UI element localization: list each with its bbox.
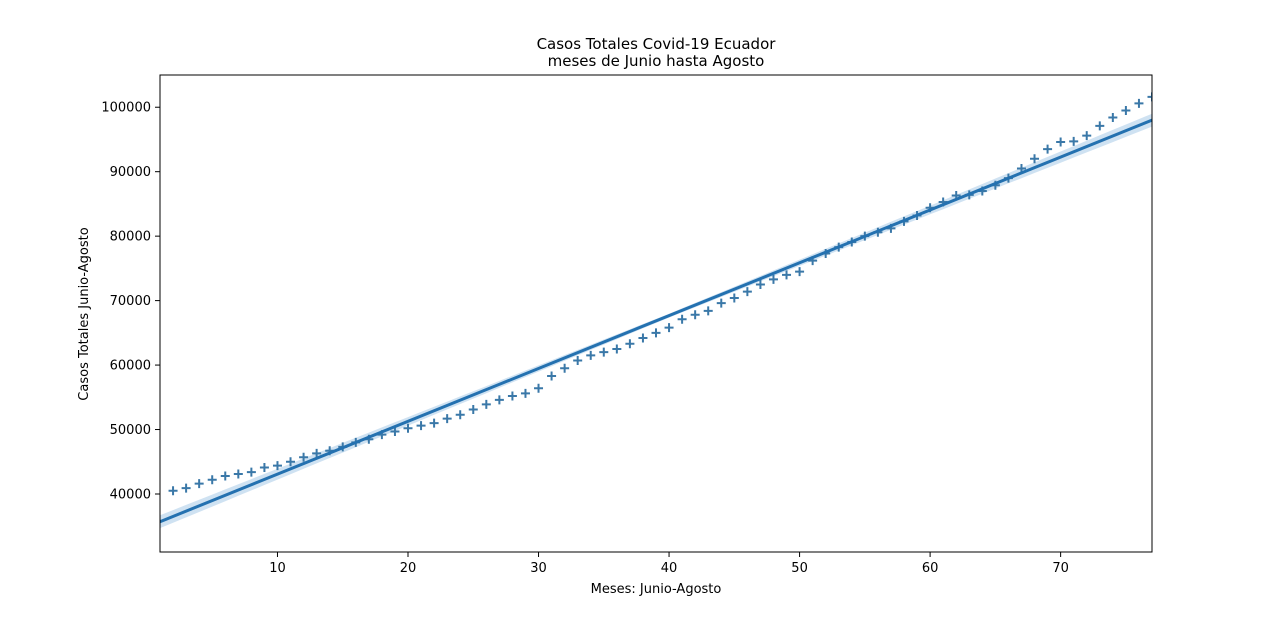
data-point: [1030, 154, 1040, 164]
data-point: [455, 410, 465, 420]
data-point: [246, 467, 256, 477]
x-tick-label: 60: [922, 561, 939, 576]
y-axis-label: Casos Totales Junio-Agosto: [77, 227, 92, 400]
plot-area: 10 20 30 40 50 60 70 40000 50000 60000 70000 80000 9…: [101, 74, 1153, 576]
data-point: [312, 448, 322, 458]
data-point: [272, 461, 282, 471]
data-point: [560, 363, 570, 373]
data-point: [259, 463, 269, 473]
data-point: [755, 279, 765, 289]
data-point: [651, 328, 661, 338]
data-point: [547, 371, 557, 381]
data-point: [1069, 136, 1079, 146]
data-point: [507, 391, 517, 401]
x-tick-label: 10: [269, 561, 286, 576]
data-point: [468, 405, 478, 415]
data-point: [586, 350, 596, 360]
x-axis-label: Meses: Junio-Agosto: [591, 582, 722, 597]
data-point: [429, 418, 439, 428]
data-point: [612, 344, 622, 354]
data-point: [729, 293, 739, 303]
data-point: [782, 270, 792, 280]
data-point: [1095, 121, 1105, 131]
data-point: [677, 314, 687, 324]
y-tick-label: 60000: [110, 359, 151, 374]
y-tick-label: 90000: [110, 165, 151, 180]
data-point: [442, 414, 452, 424]
data-point: [168, 486, 178, 496]
y-tick-label: 70000: [110, 294, 151, 309]
data-point: [520, 388, 530, 398]
data-point: [1082, 131, 1092, 141]
chart-title-line1: Casos Totales Covid-19 Ecuador: [537, 35, 777, 53]
data-point: [534, 383, 544, 393]
data-point: [573, 356, 583, 366]
data-point: [207, 475, 217, 485]
data-point: [599, 347, 609, 357]
data-point: [299, 452, 309, 462]
data-point: [1134, 98, 1144, 108]
x-tick-label: 70: [1052, 561, 1069, 576]
x-tick-label: 30: [530, 561, 547, 576]
y-tick-label: 80000: [110, 230, 151, 245]
data-point: [403, 423, 413, 433]
data-point: [716, 298, 726, 308]
data-point: [494, 395, 504, 405]
data-point: [664, 323, 674, 333]
data-point: [233, 469, 243, 479]
y-tick-label: 50000: [110, 423, 151, 438]
data-point: [194, 479, 204, 489]
data-point: [1043, 144, 1053, 154]
plot-frame: [159, 74, 1153, 553]
regression-line: [160, 118, 1152, 524]
data-point: [390, 426, 400, 436]
data-point: [286, 457, 296, 467]
x-tick-label: 40: [661, 561, 678, 576]
data-point: [181, 483, 191, 493]
data-point: [625, 339, 635, 349]
data-point: [220, 471, 230, 481]
data-point: [1056, 137, 1066, 147]
x-tick-label: 20: [400, 561, 417, 576]
data-point: [416, 421, 426, 431]
data-point: [638, 333, 648, 343]
y-tick-label: 40000: [110, 487, 151, 502]
data-point: [690, 310, 700, 320]
data-point: [795, 267, 805, 277]
data-point: [1121, 105, 1131, 115]
x-tick-label: 50: [791, 561, 808, 576]
data-point: [768, 274, 778, 284]
data-point: [742, 287, 752, 297]
data-point: [481, 399, 491, 409]
chart-title-line2: meses de Junio hasta Agosto: [548, 52, 765, 70]
data-point: [703, 306, 713, 316]
y-tick-label: 100000: [101, 101, 151, 116]
data-point: [1108, 113, 1118, 123]
data-point: [1147, 92, 1152, 102]
